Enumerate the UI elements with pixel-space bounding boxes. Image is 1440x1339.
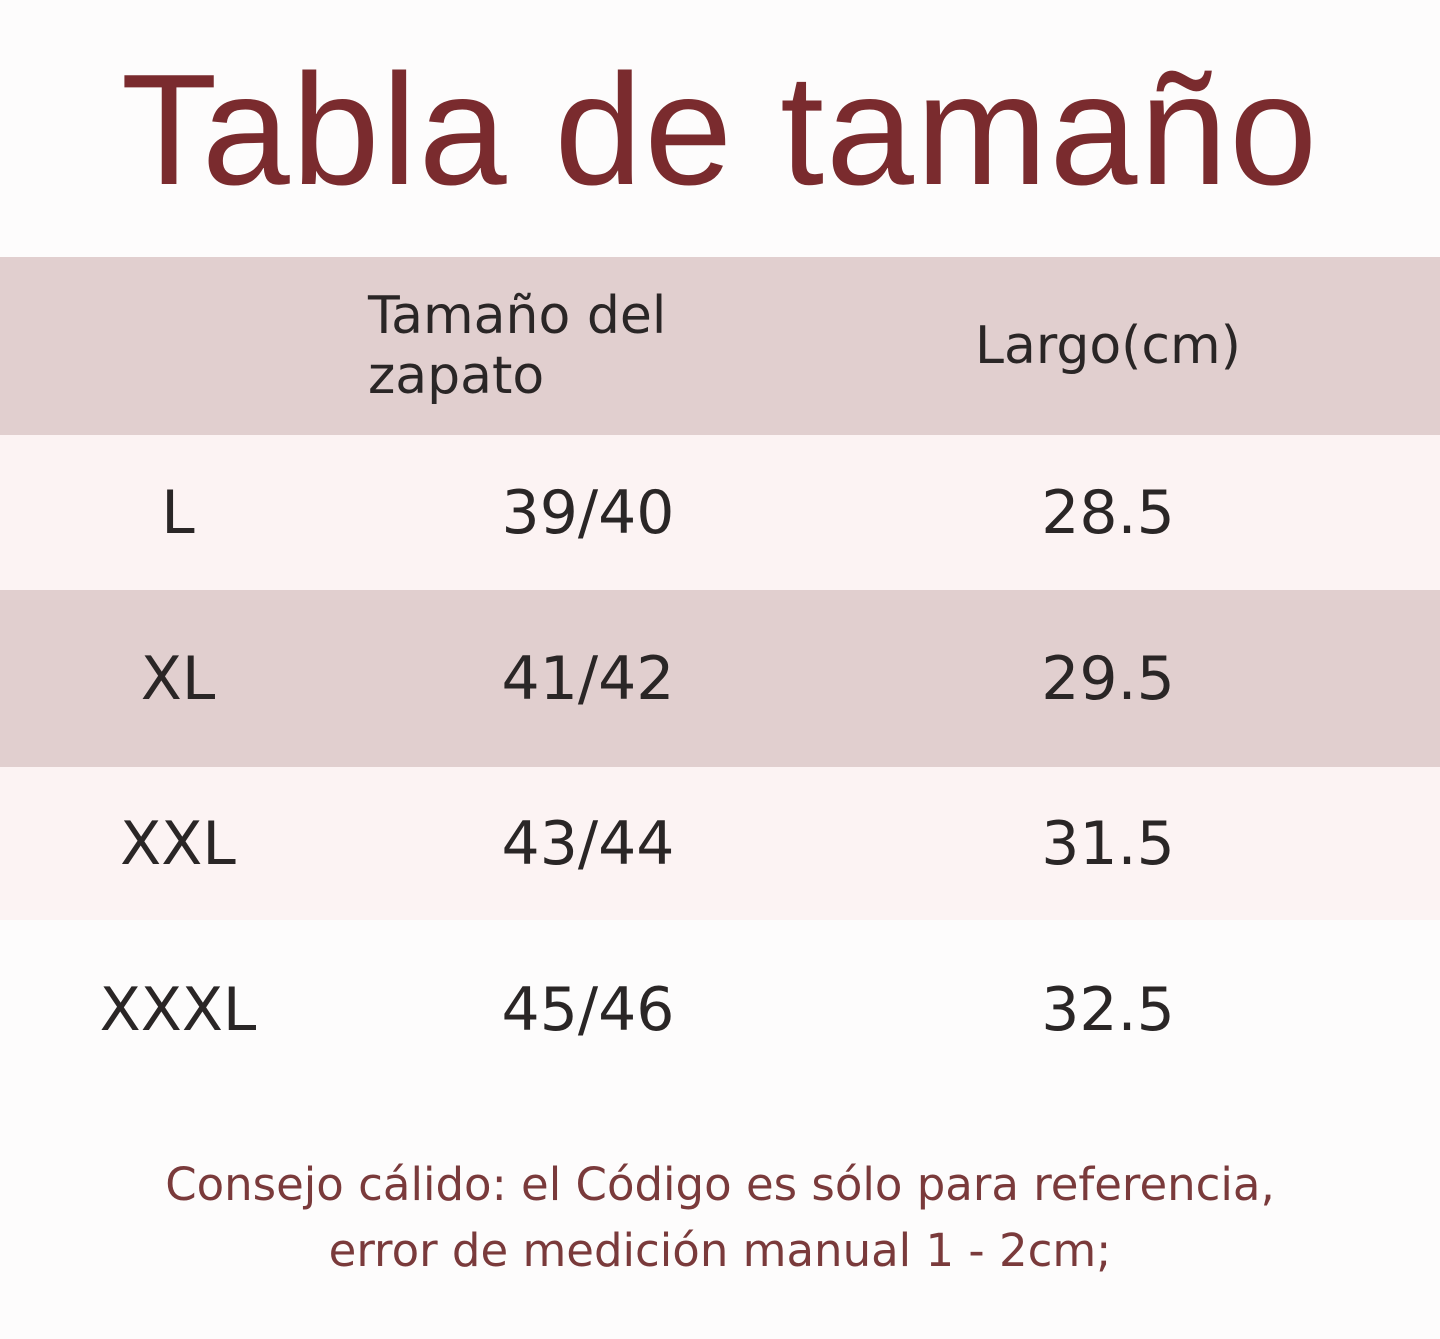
page-title: Tabla de tamaño [120,42,1320,218]
size-cell: XL [140,643,216,714]
size-cell: XXL [120,808,236,879]
length-cell: 32.5 [1041,975,1175,1045]
length-cell: 29.5 [1041,643,1175,714]
size-cell: L [161,477,195,548]
header-shoe-size: Tamaño del zapato [368,286,667,406]
shoe-size-cell: 45/46 [501,975,675,1045]
footnote-line-2: error de medición manual 1 - 2cm; [328,1224,1112,1277]
size-cell: XXXL [99,975,257,1045]
table-row: XL 41/42 29.5 [0,590,1440,767]
shoe-size-cell: 43/44 [501,808,675,879]
table-row: XXXL 45/46 32.5 [0,920,1440,1100]
footnote: Consejo cálido: el Código es sólo para r… [0,1152,1440,1284]
table-row: XXL 43/44 31.5 [0,767,1440,920]
shoe-size-cell: 41/42 [501,643,675,714]
length-cell: 31.5 [1041,808,1175,879]
table-row: L 39/40 28.5 [0,435,1440,590]
footnote-line-1: Consejo cálido: el Código es sólo para r… [165,1158,1275,1211]
length-cell: 28.5 [1041,477,1175,548]
shoe-size-cell: 39/40 [501,477,675,548]
header-size [58,257,298,435]
header-length: Largo(cm) [975,316,1241,376]
table-header: Tamaño del zapato Largo(cm) [0,257,1440,435]
